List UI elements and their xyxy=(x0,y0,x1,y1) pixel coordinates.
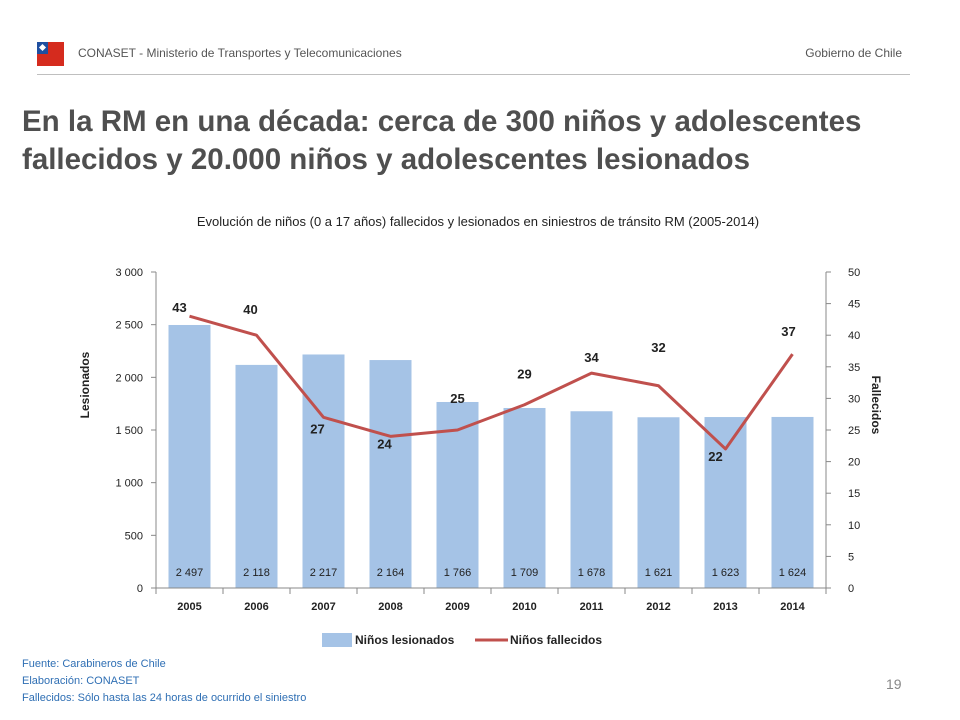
legend-swatch-lesionados xyxy=(322,633,352,647)
bar-lesionados xyxy=(637,417,680,588)
y2-tick-label: 15 xyxy=(848,488,860,500)
y2-tick-label: 5 xyxy=(848,551,854,563)
footer-notes: Fuente: Carabineros de Chile Elaboración… xyxy=(22,656,306,707)
line-data-label: 32 xyxy=(651,340,665,355)
bar-lesionados xyxy=(771,416,814,588)
x-tick-label: 2014 xyxy=(780,601,805,613)
legend-label-fallecidos: Niños fallecidos xyxy=(510,633,602,647)
header-divider xyxy=(37,74,910,75)
footer-fuente: Fuente: Carabineros de Chile xyxy=(22,658,166,670)
bar-lesionados xyxy=(369,360,412,588)
bar-lesionados xyxy=(235,364,278,588)
footer-fallecidos: Fallecidos: Sólo hasta las 24 horas de o… xyxy=(22,692,307,704)
bar-lesionados xyxy=(570,411,613,588)
page-title: En la RM en una década: cerca de 300 niñ… xyxy=(22,105,862,176)
x-tick-label: 2005 xyxy=(177,601,201,613)
legend: Niños lesionados Niños fallecidos xyxy=(322,633,602,647)
x-tick-label: 2012 xyxy=(646,601,670,613)
y2-tick-label: 25 xyxy=(848,425,860,437)
line-data-label: 43 xyxy=(172,300,186,315)
x-tick-label: 2011 xyxy=(580,601,604,613)
bar-data-label: 2 164 xyxy=(377,567,405,579)
line-data-label: 40 xyxy=(243,302,257,317)
bar-data-label: 1 766 xyxy=(444,567,472,579)
bar-lesionados xyxy=(302,354,345,588)
bar-lesionados xyxy=(503,407,546,588)
y-tick-label: 1 000 xyxy=(115,478,143,490)
bar-data-label: 1 621 xyxy=(645,567,673,579)
bar-lesionados xyxy=(436,401,479,588)
y2-tick-label: 20 xyxy=(848,457,860,469)
line-fallecidos xyxy=(189,314,794,451)
y2-tick-label: 30 xyxy=(848,393,860,405)
chart-title: Evolución de niños (0 a 17 años) falleci… xyxy=(197,214,759,229)
y-tick-label: 0 xyxy=(137,583,143,595)
line-data-label: 27 xyxy=(310,421,324,436)
x-tick-label: 2008 xyxy=(378,601,402,613)
line-data-label: 25 xyxy=(450,391,464,406)
header-gov: Gobierno de Chile xyxy=(805,46,902,60)
y-tick-label: 3 000 xyxy=(115,267,143,279)
y-tick-label: 2 000 xyxy=(115,372,143,384)
y-tick-label: 500 xyxy=(125,530,143,542)
bar-data-label: 1 623 xyxy=(712,567,740,579)
bar-data-label: 1 678 xyxy=(578,567,606,579)
bar-lesionados xyxy=(168,324,211,588)
y-axis-label: Lesionados xyxy=(78,351,92,418)
x-tick-label: 2009 xyxy=(445,601,469,613)
bar-data-label: 1 624 xyxy=(779,567,807,579)
line-data-label: 37 xyxy=(781,324,795,339)
bar-data-label: 1 709 xyxy=(511,567,539,579)
line-data-label: 22 xyxy=(708,449,722,464)
y2-tick-label: 45 xyxy=(848,299,860,311)
header-org: CONASET - Ministerio de Transportes y Te… xyxy=(78,46,402,60)
line-data-label: 34 xyxy=(584,350,599,365)
y2-tick-label: 50 xyxy=(848,267,860,279)
x-tick-label: 2007 xyxy=(311,601,335,613)
x-tick-label: 2013 xyxy=(713,601,737,613)
x-tick-label: 2006 xyxy=(244,601,268,613)
y2-tick-label: 10 xyxy=(848,520,860,532)
bar-lesionados xyxy=(704,417,747,588)
y2-tick-label: 35 xyxy=(848,362,860,374)
y-tick-label: 2 500 xyxy=(115,320,143,332)
y-tick-label: 1 500 xyxy=(115,425,143,437)
bar-data-label: 2 118 xyxy=(243,567,270,579)
bar-data-label: 2 217 xyxy=(310,567,338,579)
line-data-label: 24 xyxy=(377,436,392,451)
y2-tick-label: 0 xyxy=(848,583,854,595)
gobierno-logo xyxy=(37,42,64,66)
y2-tick-label: 40 xyxy=(848,330,860,342)
legend-label-lesionados: Niños lesionados xyxy=(355,633,455,647)
line-data-label: 29 xyxy=(517,367,531,382)
page-number: 19 xyxy=(886,676,902,692)
y2-axis-label: Fallecidos xyxy=(869,376,883,435)
x-tick-label: 2010 xyxy=(512,601,536,613)
bar-data-label: 2 497 xyxy=(176,567,204,579)
footer-elaboracion: Elaboración: CONASET xyxy=(22,675,140,687)
